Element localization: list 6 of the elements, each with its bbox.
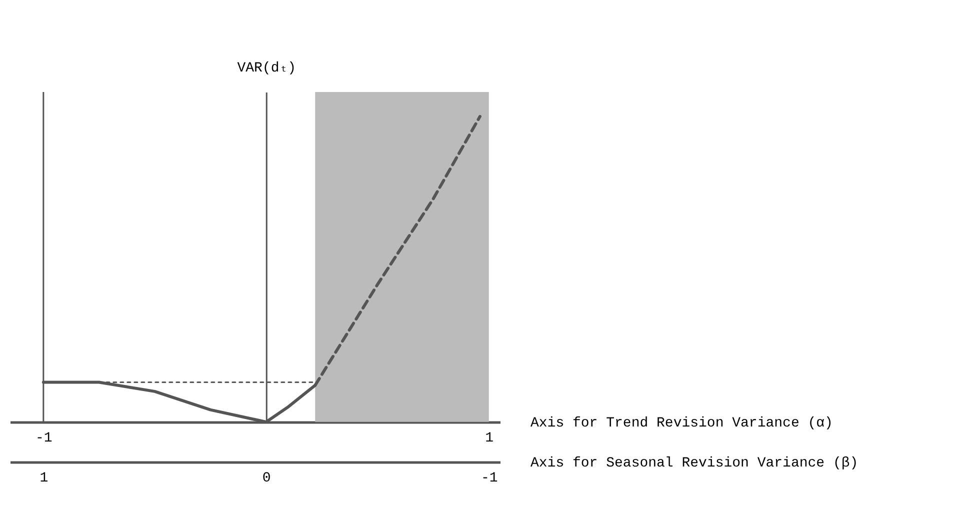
x-axis-title: Axis for Trend Revision Variance (α)	[530, 416, 833, 432]
x2-tick-label: -1	[480, 470, 498, 486]
y-axis-title: VAR(dₜ)	[237, 60, 296, 76]
x2-tick-label: 0	[262, 470, 271, 486]
x2-axis-title: Axis for Seasonal Revision Variance (β)	[530, 456, 858, 472]
x2-tick-label: 1	[40, 470, 48, 486]
